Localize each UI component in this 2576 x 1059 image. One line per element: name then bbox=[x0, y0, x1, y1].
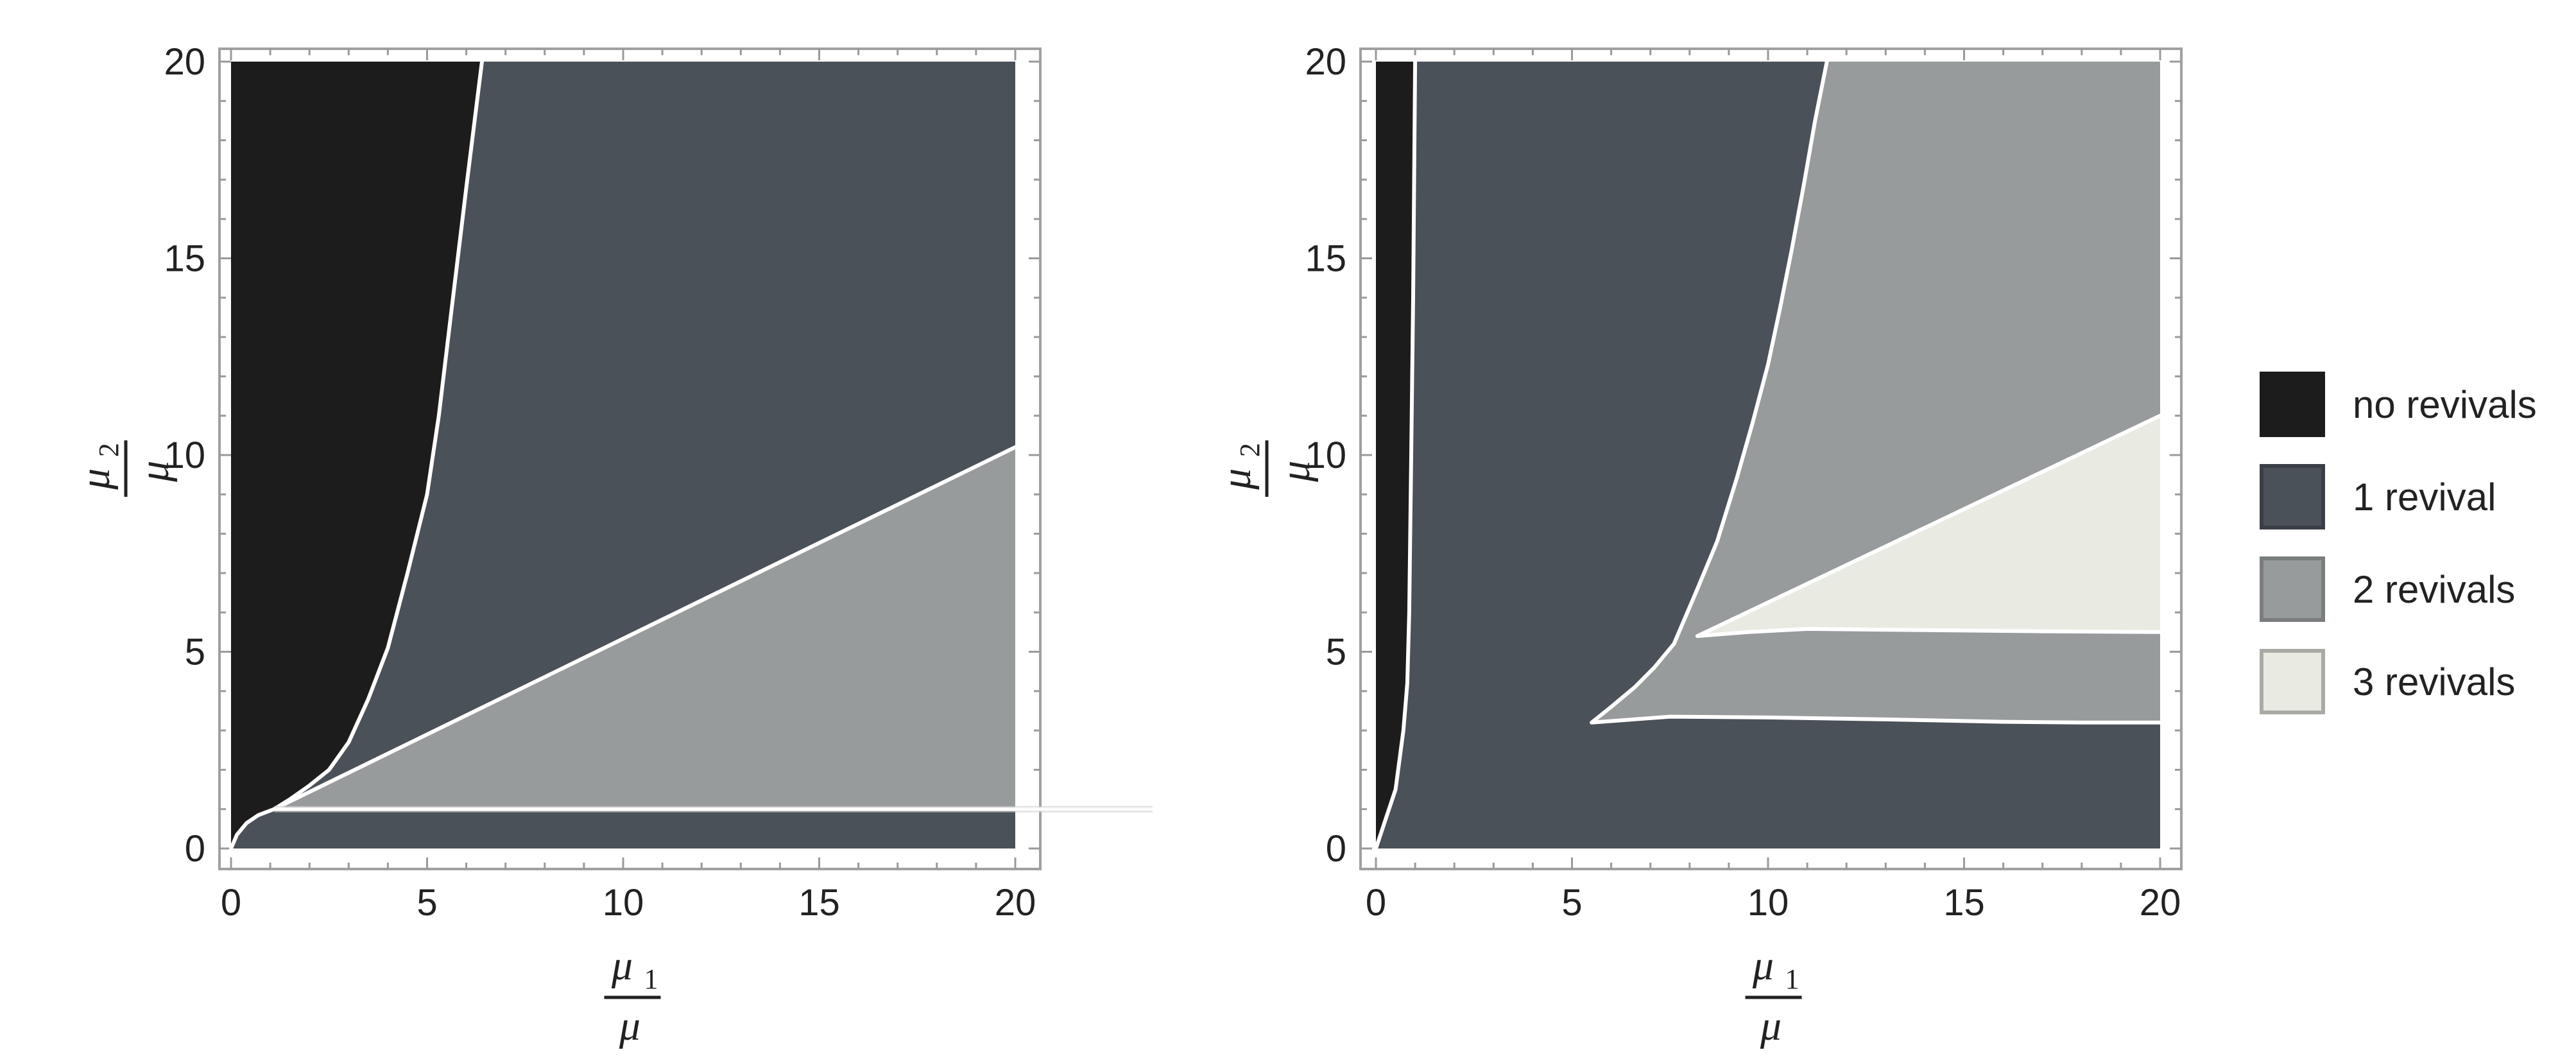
y-tick-label: 5 bbox=[185, 632, 205, 673]
boundary-line bbox=[1374, 60, 1418, 850]
y-axis-label-numerator: μ bbox=[1213, 469, 1260, 490]
legend-label: 2 revivals bbox=[2353, 568, 2515, 611]
x-axis-label: μ 1μ bbox=[604, 942, 661, 1049]
y-tick-label: 0 bbox=[1326, 828, 1346, 870]
legend-label: 1 revival bbox=[2353, 476, 2496, 519]
y-tick-label: 15 bbox=[1305, 238, 1346, 280]
x-axis-label-denominator: μ bbox=[1760, 1003, 1782, 1049]
x-tick-label: 10 bbox=[603, 882, 644, 924]
y-axis-label-denominator: μ bbox=[1272, 461, 1319, 483]
boundary-line bbox=[272, 445, 1017, 811]
x-tick-label: 20 bbox=[2140, 882, 2181, 924]
legend-label: no revivals bbox=[2353, 383, 2537, 426]
y-tick-label: 20 bbox=[1305, 41, 1346, 83]
y-tick-label: 15 bbox=[164, 238, 205, 280]
x-axis-label-numerator: μ bbox=[1752, 942, 1774, 989]
boundary-line bbox=[1590, 60, 2162, 725]
legend: no revivals 1 revival 2 revivals 3 revivals bbox=[2260, 372, 2537, 714]
legend-swatch bbox=[2260, 649, 2325, 714]
boundary-line bbox=[1696, 626, 2162, 638]
x-tick-label: 20 bbox=[995, 882, 1036, 924]
x-tick-label: 15 bbox=[1943, 882, 1985, 924]
tick-marks bbox=[1361, 49, 2181, 869]
x-axis-label-subscript: 1 bbox=[1785, 963, 1799, 995]
boundary-line bbox=[1696, 413, 2162, 638]
y-axis-label-subscript: 2 bbox=[93, 443, 125, 457]
x-tick-label: 0 bbox=[221, 882, 241, 924]
y-axis-label: μ2μ bbox=[72, 440, 178, 497]
y-axis-label-numerator: μ bbox=[72, 469, 119, 490]
tick-marks bbox=[219, 49, 1040, 869]
legend-item-three-revivals: 3 revivals bbox=[2260, 649, 2515, 714]
x-tick-label: 5 bbox=[416, 882, 437, 924]
y-tick-label: 5 bbox=[1326, 632, 1346, 673]
y-tick-label: 0 bbox=[185, 828, 205, 870]
x-axis-label: μ 1μ bbox=[1745, 942, 1802, 1049]
legend-item-one-revival: 1 revival bbox=[2260, 464, 2496, 530]
region-no-revivals bbox=[231, 62, 482, 848]
x-axis-label-subscript: 1 bbox=[644, 963, 658, 995]
legend-item-two-revivals: 2 revivals bbox=[2260, 556, 2515, 622]
y-axis-label-subscript: 2 bbox=[1234, 443, 1266, 457]
legend-swatch bbox=[2260, 464, 2325, 530]
x-axis-label-numerator: μ bbox=[611, 942, 633, 989]
x-tick-label: 15 bbox=[798, 882, 840, 924]
x-tick-label: 0 bbox=[1366, 882, 1386, 924]
y-tick-label: 20 bbox=[164, 41, 205, 83]
legend-label: 3 revivals bbox=[2353, 660, 2515, 703]
region-no-revivals bbox=[1376, 62, 1416, 848]
x-axis-label-denominator: μ bbox=[619, 1003, 640, 1049]
legend-item-no-revivals: no revivals bbox=[2260, 372, 2537, 437]
legend-swatch bbox=[2260, 372, 2325, 437]
legend-swatch bbox=[2260, 556, 2325, 622]
y-tick-label: 10 bbox=[1305, 435, 1346, 476]
x-tick-label: 5 bbox=[1561, 882, 1582, 924]
y-axis-label-denominator: μ bbox=[131, 461, 178, 483]
y-axis-label: μ2μ bbox=[1213, 440, 1319, 497]
x-tick-label: 10 bbox=[1747, 882, 1789, 924]
y-tick-label: 10 bbox=[164, 435, 205, 476]
boundary-line bbox=[229, 60, 484, 850]
